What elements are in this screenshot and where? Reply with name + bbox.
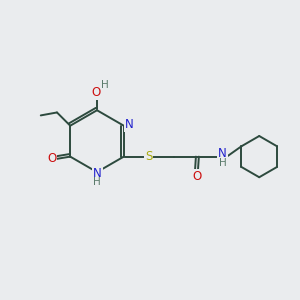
Text: H: H — [92, 177, 100, 188]
Text: H: H — [218, 158, 226, 167]
Text: O: O — [47, 152, 56, 166]
Text: O: O — [91, 86, 101, 99]
Text: O: O — [192, 169, 201, 183]
Text: N: N — [93, 167, 102, 180]
Text: H: H — [101, 80, 109, 90]
Text: S: S — [145, 150, 152, 163]
Text: N: N — [125, 118, 134, 131]
Text: N: N — [218, 147, 227, 160]
